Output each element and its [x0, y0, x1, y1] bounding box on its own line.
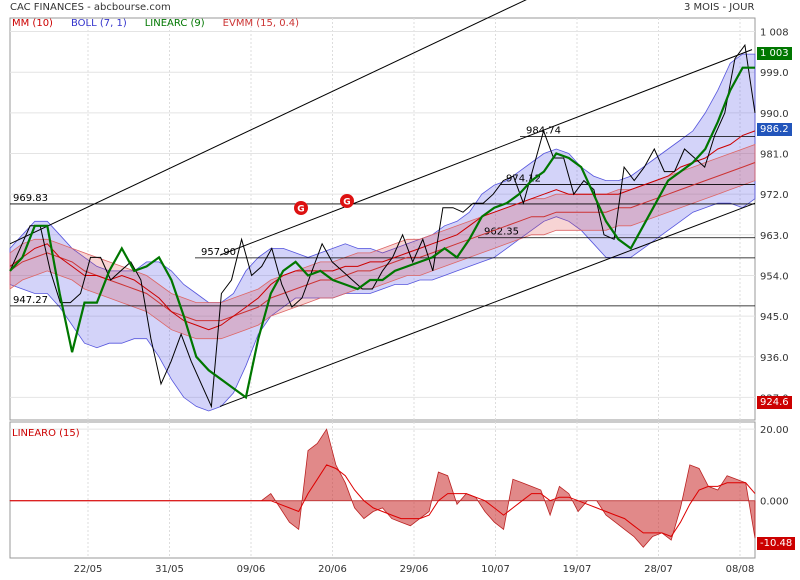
legend-item: EVMM (15, 0.4) — [222, 18, 300, 29]
linearo-area — [9, 428, 756, 548]
evmm-band — [9, 143, 756, 340]
y-tick-label: 1 008 — [760, 28, 789, 39]
price-panel-frame — [9, 17, 756, 421]
level-label: 969.83 — [13, 193, 48, 204]
y-tick-label: 999.0 — [760, 68, 789, 79]
signal-marker — [340, 194, 354, 208]
y-tick-label: 936.0 — [760, 353, 789, 364]
channel-lower-line — [219, 202, 756, 407]
last-price-badge: 1 003 — [757, 47, 792, 60]
signal-marker-label: G — [297, 205, 304, 215]
linearo-signal-line — [10, 464, 756, 538]
linearc-line — [9, 66, 755, 400]
x-tick-label: 08/08 — [726, 564, 755, 575]
chart-source: CAC FINANCES - abcbourse.com — [10, 2, 171, 13]
y-tick-label: 972.0 — [760, 190, 789, 201]
osc-tick-label: 20.00 — [760, 425, 789, 436]
level-label: 947.27 — [13, 295, 48, 306]
x-tick-label: 31/05 — [155, 564, 184, 575]
x-tick-label: 29/06 — [400, 564, 429, 575]
x-tick-label: 10/07 — [481, 564, 510, 575]
x-tick-label: 20/06 — [318, 564, 347, 575]
signal-marker — [294, 201, 308, 215]
y-tick-label: 945.0 — [760, 312, 789, 323]
legend-item: LINEARC (9) — [144, 18, 205, 29]
bollinger-band — [9, 53, 756, 412]
legend-item: BOLL (7, 1) — [70, 18, 127, 29]
x-tick-label: 22/05 — [74, 564, 103, 575]
osc-tick-label: 0.000 — [760, 497, 789, 508]
oscillator-last-badge: -10.48 — [757, 537, 796, 550]
level-label: 957.90 — [201, 247, 236, 258]
oscillator-title: LINEARO (15) — [12, 428, 80, 439]
x-tick-label: 19/07 — [563, 564, 592, 575]
indicator-legend: MM (10) BOLL (7, 1) LINEARC (9) EVMM (15, 0… — [12, 18, 299, 29]
y-tick-label: 990.0 — [760, 109, 789, 120]
mm-line — [9, 130, 756, 331]
level-label: 974.12 — [506, 174, 541, 185]
legend-item: MM (10) — [12, 18, 53, 29]
close-line — [9, 43, 756, 409]
signal-marker-label: G — [343, 198, 350, 208]
level-label: 962.35 — [484, 227, 519, 238]
y-tick-label: 981.0 — [760, 150, 789, 161]
evmm-line — [9, 162, 756, 322]
channel-middle-line — [219, 49, 753, 256]
current-price-badge: 986.2 — [757, 123, 792, 136]
y-tick-label: 954.0 — [760, 271, 789, 282]
y-tick-label: 963.0 — [760, 231, 789, 242]
low-price-badge: 924.6 — [757, 396, 792, 409]
chart-period: 3 MOIS - JOUR — [684, 2, 755, 13]
oscillator-panel-frame — [9, 421, 756, 559]
x-tick-label: 09/06 — [237, 564, 266, 575]
channel-upper-line — [9, 0, 527, 245]
x-tick-label: 28/07 — [644, 564, 673, 575]
